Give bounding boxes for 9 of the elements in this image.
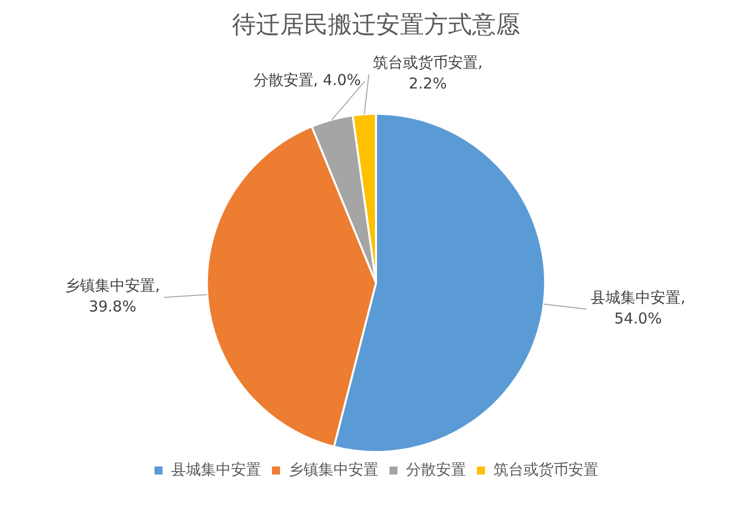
legend-label: 县城集中安置 [171,460,261,478]
data-label: 筑台或货币安置, 2.2% [372,54,483,93]
legend-label: 筑台或货币安置 [494,460,598,478]
data-label: 县城集中安置, 54.0% [590,288,686,328]
legend-label: 乡镇集中安置 [288,460,378,478]
data-label: 乡镇集中安置, 39.8% [65,276,160,316]
data-label: 分散安置, 4.0% [253,70,361,89]
legend-label: 分散安置 [406,460,466,478]
chart-title: 待迁居民搬迁安置方式意愿 [232,10,520,39]
